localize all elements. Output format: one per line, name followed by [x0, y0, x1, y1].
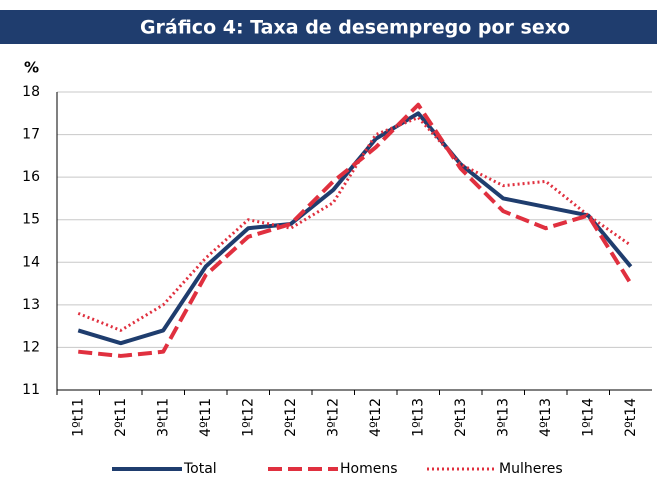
chart-title: Gráfico 4: Taxa de desemprego por sexo	[140, 17, 570, 39]
y-tick-label: 12	[22, 339, 40, 355]
series-line	[77, 116, 632, 332]
x-tick-label: 1ºt14	[580, 398, 596, 437]
y-tick-label: 11	[22, 382, 40, 398]
y-tick-label: 16	[22, 169, 40, 185]
x-tick-label: 2ºt12	[283, 398, 299, 437]
x-tick-label: 1ºt13	[410, 398, 426, 437]
x-tick-label: 4ºt13	[538, 398, 554, 437]
series-line	[78, 102, 633, 358]
series-line	[77, 111, 633, 346]
x-tick-label: 4ºt11	[198, 398, 214, 437]
y-tick-label: 15	[22, 212, 40, 228]
y-tick-label: 17	[22, 127, 40, 143]
x-tick-label: 2ºt11	[113, 398, 129, 437]
y-tick-label: 14	[22, 254, 40, 270]
y-tick-label: 13	[22, 297, 40, 313]
title-bar	[0, 10, 657, 44]
x-tick-label: 2ºt13	[453, 398, 469, 437]
y-tick-label: 18	[22, 84, 40, 100]
legend-label: Total	[183, 461, 217, 477]
x-tick-label: 3ºt13	[495, 398, 511, 437]
x-tick-label: 1ºt12	[240, 398, 256, 437]
x-tick-label: 3ºt12	[325, 398, 341, 437]
x-tick-label: 4ºt12	[368, 398, 384, 437]
x-tick-label: 1ºt11	[70, 398, 86, 437]
legend-label: Homens	[340, 461, 398, 477]
legend-label: Mulheres	[499, 461, 563, 477]
y-axis-unit: %	[24, 59, 39, 77]
x-tick-label: 3ºt11	[155, 398, 171, 437]
x-tick-label: 2ºt14	[623, 398, 639, 437]
